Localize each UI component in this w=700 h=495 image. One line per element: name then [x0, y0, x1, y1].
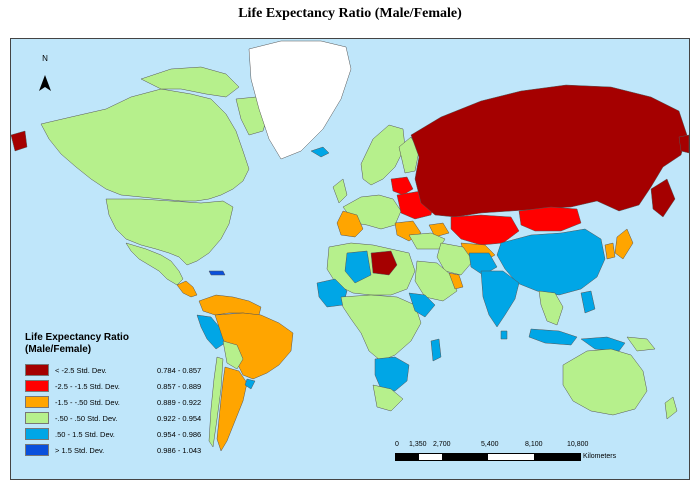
scale-tick-label: 1,350 — [409, 441, 427, 448]
region-peru-ecuador[interactable] — [196, 314, 226, 350]
region-chile[interactable] — [208, 356, 224, 448]
legend-title-line1: Life Expectancy Ratio — [25, 332, 129, 343]
region-uk[interactable] — [332, 178, 348, 204]
scale-tick-label: 5,400 — [481, 441, 499, 448]
world-map: N — [11, 39, 689, 479]
region-central-africa[interactable] — [340, 294, 422, 362]
region-bolivia-paraguay[interactable] — [222, 340, 244, 370]
scale-unit: Kilometers — [583, 453, 617, 460]
region-finland[interactable] — [398, 136, 420, 174]
region-canada-arctic-islands[interactable] — [140, 66, 240, 98]
legend-row: .50 - 1.5 Std. Dev. 0.954 - 0.986 — [25, 426, 225, 442]
region-scandinavia[interactable] — [360, 124, 406, 186]
region-russia-far-east[interactable] — [650, 178, 676, 218]
scale-tick-labels: 0 1,350 2,700 5,400 8,100 10,800 — [395, 441, 655, 451]
region-korea[interactable] — [604, 242, 616, 260]
map-frame: N Life Expectancy Ratio (Male/Female) < … — [10, 38, 690, 480]
scale-tick-label: 0 — [395, 441, 399, 448]
region-iceland[interactable] — [310, 146, 330, 158]
region-philippines[interactable] — [580, 290, 596, 314]
legend-range: 0.889 - 0.922 — [157, 397, 202, 407]
legend-title-line2: (Male/Female) — [25, 344, 92, 355]
region-canada[interactable] — [40, 88, 250, 202]
map-title: Life Expectancy Ratio (Male/Female) — [238, 6, 462, 21]
region-central-america[interactable] — [176, 280, 198, 298]
legend-row: -1.5 - -.50 Std. Dev. 0.889 - 0.922 — [25, 394, 225, 410]
region-australia[interactable] — [562, 348, 648, 416]
legend-range: 0.986 - 1.043 — [157, 445, 202, 455]
region-caucasus[interactable] — [428, 222, 450, 238]
legend-swatch — [25, 444, 49, 456]
legend-range: 0.784 - 0.857 — [157, 365, 202, 375]
region-caribbean[interactable] — [208, 270, 226, 276]
region-uruguay[interactable] — [244, 378, 256, 390]
scale-bar-graphic — [395, 453, 581, 461]
region-south-africa[interactable] — [372, 384, 404, 412]
region-alaska-tip[interactable] — [11, 130, 28, 152]
legend-swatch — [25, 412, 49, 424]
legend: Life Expectancy Ratio (Male/Female) < -2… — [25, 332, 225, 458]
legend-swatch — [25, 396, 49, 408]
region-algeria[interactable] — [344, 250, 372, 284]
legend-row: -.50 - .50 Std. Dev. 0.922 - 0.954 — [25, 410, 225, 426]
legend-label: > 1.5 Std. Dev. — [55, 445, 105, 455]
legend-range: 0.922 - 0.954 — [157, 413, 202, 423]
legend-row: < -2.5 Std. Dev. 0.784 - 0.857 — [25, 362, 225, 378]
region-libya[interactable] — [370, 250, 398, 276]
legend-swatch — [25, 364, 49, 376]
region-japan[interactable] — [614, 228, 634, 260]
region-gulf[interactable] — [448, 272, 464, 290]
region-iran[interactable] — [436, 242, 474, 276]
legend-label: -.50 - .50 Std. Dev. — [55, 413, 118, 423]
scale-bar: 0 1,350 2,700 5,400 8,100 10,800 Kilomet… — [395, 441, 655, 471]
legend-swatch — [25, 380, 49, 392]
region-horn-of-africa[interactable] — [408, 292, 436, 318]
legend-row: -2.5 - -1.5 Std. Dev. 0.857 - 0.889 — [25, 378, 225, 394]
legend-label: -2.5 - -1.5 Std. Dev. — [55, 381, 120, 391]
region-sri-lanka[interactable] — [500, 330, 508, 340]
region-usa[interactable] — [105, 198, 234, 266]
region-greenland — [248, 40, 352, 160]
legend-label: -1.5 - -.50 Std. Dev. — [55, 397, 120, 407]
region-new-zealand[interactable] — [664, 396, 678, 420]
north-arrow: N — [39, 54, 51, 91]
region-india[interactable] — [480, 270, 520, 328]
region-indochina[interactable] — [538, 290, 564, 326]
region-indonesia-1[interactable] — [528, 328, 578, 346]
region-mongolia[interactable] — [518, 206, 582, 232]
scale-tick-label: 10,800 — [567, 441, 589, 448]
legend-label: .50 - 1.5 Std. Dev. — [55, 429, 115, 439]
scale-tick-label: 8,100 — [525, 441, 543, 448]
region-southern-africa[interactable] — [374, 356, 410, 392]
region-arabia[interactable] — [414, 260, 458, 302]
region-france-spain[interactable] — [336, 210, 364, 238]
legend-swatch — [25, 428, 49, 440]
north-label: N — [42, 54, 48, 63]
legend-row: > 1.5 Std. Dev. 0.986 - 1.043 — [25, 442, 225, 458]
legend-range: 0.857 - 0.889 — [157, 381, 202, 391]
region-baltic[interactable] — [390, 176, 414, 196]
region-argentina[interactable] — [216, 366, 248, 452]
region-russia[interactable] — [410, 84, 688, 218]
region-png[interactable] — [626, 336, 656, 352]
region-madagascar[interactable] — [430, 338, 442, 362]
region-indonesia-2[interactable] — [580, 336, 626, 352]
scale-tick-label: 2,700 — [433, 441, 451, 448]
legend-range: 0.954 - 0.986 — [157, 429, 202, 439]
region-china[interactable] — [496, 228, 606, 296]
legend-label: < -2.5 Std. Dev. — [55, 365, 107, 375]
legend-rows: < -2.5 Std. Dev. 0.784 - 0.857 -2.5 - -1… — [25, 362, 225, 458]
region-russia-east-tip[interactable] — [678, 134, 689, 154]
